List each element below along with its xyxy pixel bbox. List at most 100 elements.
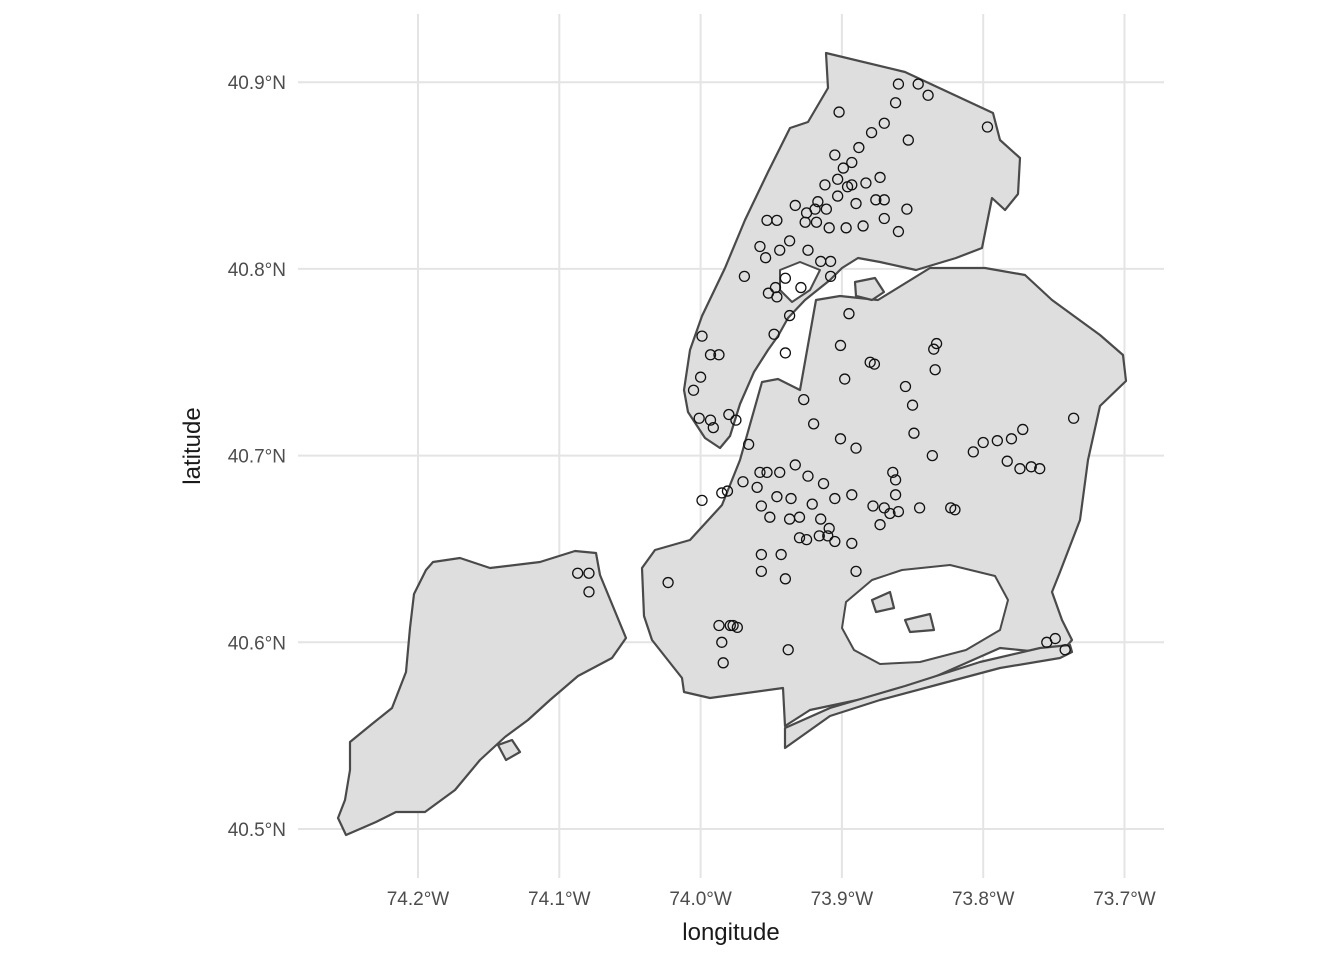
data-point bbox=[704, 414, 717, 426]
data-point bbox=[991, 435, 1003, 447]
x-axis-ticks: 74.2°W 74.1°W 74.0°W 73.9°W 73.8°W 73.7°W bbox=[387, 889, 1156, 910]
data-point bbox=[754, 240, 766, 253]
data-point bbox=[930, 337, 943, 350]
data-point bbox=[583, 567, 595, 579]
data-point bbox=[868, 358, 881, 370]
data-point bbox=[717, 657, 729, 669]
data-point bbox=[696, 494, 708, 507]
data-point bbox=[731, 621, 743, 634]
staten-island-shape bbox=[336, 549, 628, 837]
data-point bbox=[928, 343, 940, 355]
data-point bbox=[775, 548, 787, 561]
data-point bbox=[823, 222, 835, 234]
data-point bbox=[878, 212, 890, 225]
data-point bbox=[846, 489, 858, 501]
data-point bbox=[759, 252, 772, 264]
data-point bbox=[807, 418, 820, 430]
data-point bbox=[779, 347, 792, 359]
data-point bbox=[902, 134, 914, 146]
data-point bbox=[922, 89, 934, 101]
data-point bbox=[696, 330, 708, 342]
data-point bbox=[899, 380, 912, 393]
data-point bbox=[723, 408, 735, 421]
data-point bbox=[694, 371, 707, 383]
data-point bbox=[1067, 412, 1080, 424]
data-point bbox=[874, 171, 886, 184]
data-point bbox=[860, 177, 872, 189]
data-point bbox=[1005, 433, 1018, 445]
data-point bbox=[815, 513, 827, 525]
data-point bbox=[967, 446, 979, 458]
data-point bbox=[865, 126, 878, 139]
data-point bbox=[839, 373, 851, 385]
data-point bbox=[755, 548, 768, 561]
rockaway-shape bbox=[783, 643, 1074, 750]
data-point bbox=[754, 466, 766, 479]
data-point bbox=[833, 106, 845, 118]
data-point bbox=[824, 270, 837, 283]
data-point bbox=[730, 414, 742, 426]
y-axis-title: latitude bbox=[179, 407, 206, 484]
data-point bbox=[887, 466, 899, 479]
data-point bbox=[572, 567, 584, 579]
data-point bbox=[843, 308, 855, 320]
data-point bbox=[1014, 463, 1026, 475]
x-tick-label: 74.0°W bbox=[669, 889, 732, 910]
data-point bbox=[751, 481, 763, 493]
y-axis-ticks: 40.5°N 40.6°N 40.7°N 40.8°N 40.9°N bbox=[228, 73, 286, 841]
data-point bbox=[837, 162, 849, 174]
x-tick-label: 73.8°W bbox=[952, 889, 1015, 910]
data-point bbox=[713, 349, 725, 361]
data-point bbox=[761, 466, 773, 479]
data-points bbox=[572, 78, 1080, 669]
data-point bbox=[738, 270, 751, 283]
data-point bbox=[823, 522, 835, 535]
data-point bbox=[824, 255, 837, 268]
data-point bbox=[840, 222, 852, 234]
data-point bbox=[832, 173, 844, 185]
y-tick-label: 40.7°N bbox=[228, 447, 286, 468]
data-point bbox=[1017, 423, 1029, 436]
data-point bbox=[693, 412, 705, 424]
data-point bbox=[789, 459, 801, 471]
data-point bbox=[774, 244, 786, 256]
island-1 bbox=[853, 276, 886, 302]
data-point bbox=[977, 436, 989, 449]
data-point bbox=[892, 225, 905, 238]
x-tick-label: 73.9°W bbox=[811, 889, 874, 910]
data-point bbox=[820, 203, 833, 215]
data-point bbox=[1025, 461, 1037, 473]
manhattan-bronx-shape bbox=[682, 51, 1022, 450]
data-point bbox=[901, 203, 913, 215]
data-point bbox=[704, 349, 717, 361]
data-point bbox=[761, 214, 773, 227]
data-point bbox=[857, 220, 869, 232]
data-point bbox=[889, 474, 902, 486]
data-point bbox=[789, 199, 801, 212]
data-point bbox=[906, 399, 919, 411]
data-point bbox=[829, 535, 841, 548]
data-point bbox=[841, 181, 854, 193]
data-point bbox=[853, 141, 865, 154]
x-axis-title: longitude bbox=[682, 919, 779, 946]
data-point bbox=[850, 197, 862, 210]
data-point bbox=[1001, 455, 1013, 467]
data-point bbox=[783, 513, 796, 525]
data-point bbox=[912, 78, 924, 90]
data-point bbox=[771, 291, 783, 303]
data-point bbox=[834, 433, 847, 445]
data-point bbox=[785, 492, 797, 505]
data-point bbox=[913, 502, 926, 514]
island-4 bbox=[496, 738, 522, 762]
data-point bbox=[874, 519, 886, 531]
island-2 bbox=[870, 590, 896, 614]
y-tick-label: 40.9°N bbox=[228, 73, 286, 94]
data-point bbox=[832, 190, 844, 202]
data-point bbox=[774, 466, 786, 479]
data-point bbox=[779, 573, 792, 585]
data-point bbox=[817, 477, 830, 490]
data-point bbox=[799, 216, 811, 228]
data-point bbox=[713, 619, 725, 632]
data-point bbox=[819, 179, 831, 191]
